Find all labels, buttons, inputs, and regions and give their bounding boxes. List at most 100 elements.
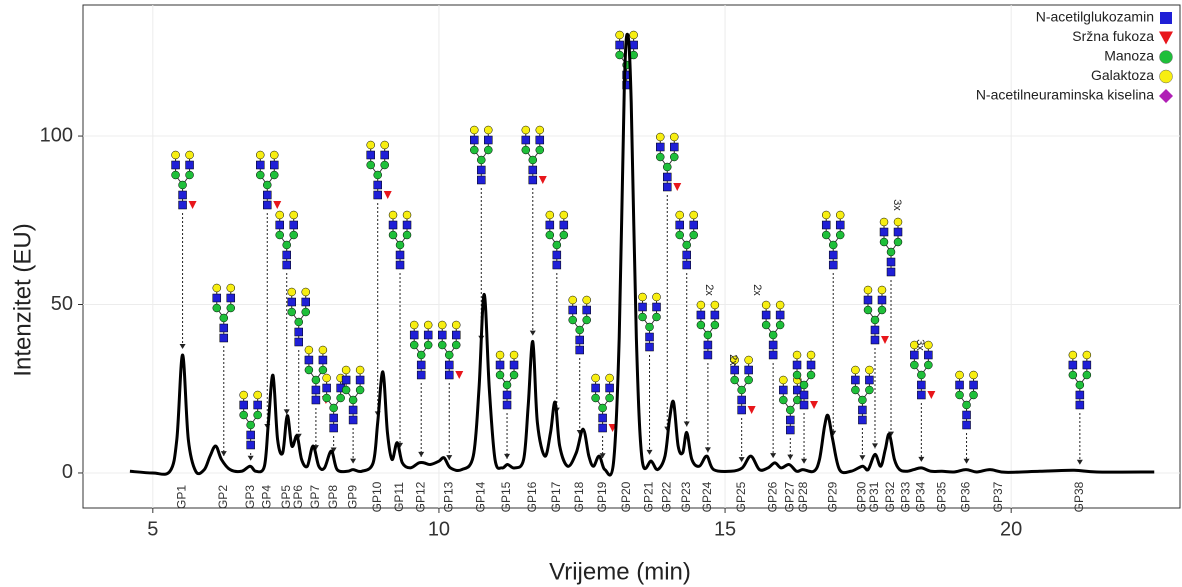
glycan-galactose: [568, 295, 577, 305]
glycan-glcnac: [737, 405, 746, 415]
glycan-mannose: [955, 390, 964, 400]
peak-label: GP17: [549, 481, 563, 512]
glycan-glcnac: [219, 323, 229, 333]
glycan-icon: [821, 210, 845, 270]
glycan-glcnac: [737, 395, 746, 405]
glycan-glcnac: [416, 360, 426, 370]
glycan-mannose: [318, 365, 328, 375]
glycan-mannose: [710, 320, 720, 330]
glycan-mannose: [775, 320, 785, 330]
annotation: 2x: [727, 354, 739, 366]
glycan-galactose: [301, 287, 310, 297]
glycan-glcnac: [575, 345, 584, 355]
peak-label: GP2: [216, 485, 230, 509]
glycan-galactose: [605, 373, 614, 383]
glycan-glcnac: [962, 410, 971, 420]
glycan-mannose: [301, 307, 310, 317]
glycan-fucose: [188, 201, 197, 209]
glycan-mannose: [239, 410, 248, 420]
peak-label: GP22: [659, 481, 673, 512]
glycan-glcnac: [744, 365, 753, 375]
glycan-glcnac: [663, 172, 672, 182]
glycan-glcnac: [366, 150, 375, 160]
glycan-fucose: [880, 336, 889, 344]
glycan-mannose: [395, 240, 405, 250]
peak-label: GP7: [308, 485, 322, 509]
glycan-glcnac: [263, 190, 272, 200]
glycan-glcnac: [955, 380, 964, 390]
glycan-glcnac: [806, 360, 816, 370]
glycan-icon: [568, 295, 591, 355]
glycan-glcnac: [629, 40, 638, 50]
glycan-galactose: [304, 345, 314, 355]
glycan-mannose: [256, 170, 265, 180]
glycan-mannose: [366, 160, 375, 170]
glycan-glcnac: [703, 350, 713, 360]
glycan-glcnac: [792, 360, 802, 370]
glycan-glcnac: [828, 260, 838, 270]
glycan-galactose: [656, 132, 665, 142]
glycan-glcnac: [645, 332, 654, 342]
glycan-mannose: [171, 170, 180, 180]
glycan-mannose: [779, 395, 788, 405]
glycan-glcnac: [1068, 360, 1078, 370]
glycan-galactose: [851, 365, 860, 375]
glycan-galactose: [710, 300, 720, 310]
glycan-mannose: [477, 155, 486, 165]
glycan-galactose: [495, 350, 505, 360]
glycan-galactose: [1082, 350, 1092, 360]
glycan-glcnac: [638, 302, 647, 312]
glycan-mannose: [219, 313, 229, 323]
glycan-mannose: [568, 315, 577, 325]
glycan-glcnac: [879, 227, 889, 237]
glycan-galactose: [863, 285, 873, 295]
glycan-mannose: [689, 230, 698, 240]
peak-label: GP33: [899, 481, 913, 512]
glycan-glcnac: [799, 390, 809, 400]
glycan-mannose: [484, 145, 493, 155]
glycan-mannose: [663, 162, 672, 172]
glycan-glcnac: [270, 160, 279, 170]
glycan-icon: [388, 210, 412, 270]
glycan-mannose: [828, 240, 838, 250]
glycan-glcnac: [886, 257, 896, 267]
glycan-glcnac: [253, 400, 262, 410]
glycan-glcnac: [178, 200, 187, 210]
glycan-galactose: [670, 132, 679, 142]
glycan-glcnac: [318, 355, 328, 365]
glycan-glcnac: [246, 430, 255, 440]
annotation: 3x: [891, 199, 903, 211]
glycan-glcnac: [444, 360, 454, 370]
glycan-galactose: [451, 320, 461, 330]
glycan-mannose: [355, 385, 365, 395]
glycan-glcnac: [545, 220, 555, 230]
glycan-mannose: [910, 360, 919, 370]
glycan-mannose: [270, 170, 279, 180]
glycan-glcnac: [615, 40, 624, 50]
glycan-galactose: [212, 283, 222, 293]
glycan-mannose: [696, 320, 706, 330]
glycan-icon: [521, 125, 547, 185]
glycan-glcnac: [416, 370, 426, 380]
glycan-galactose: [615, 30, 624, 40]
glycan-glcnac: [444, 370, 454, 380]
glycan-mannose: [786, 405, 795, 415]
glycan-glcnac: [886, 267, 896, 277]
glycan-mannose: [591, 393, 600, 403]
glycan-fucose: [538, 176, 547, 184]
glycan-glcnac: [858, 415, 867, 425]
glycan-mannose: [821, 230, 831, 240]
glycan-glcnac: [329, 423, 338, 433]
glycan-galactose: [629, 30, 638, 40]
glycan-mannose: [289, 230, 298, 240]
legend-symbol: [1159, 89, 1173, 103]
glycan-icon: [437, 320, 464, 380]
glycan-mannose: [806, 370, 816, 380]
glycan-glcnac: [395, 250, 405, 260]
glycan-icon: [656, 132, 682, 192]
glycan-glcnac: [799, 400, 809, 410]
arrow-head: [504, 453, 511, 459]
glycan-glcnac: [409, 330, 419, 340]
chromatogram-line: [129, 32, 1155, 477]
